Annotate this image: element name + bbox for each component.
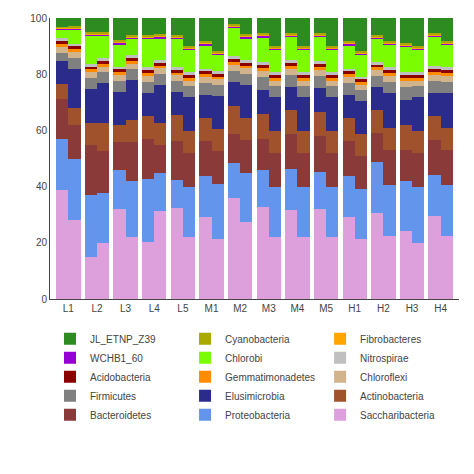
svg-text:H3: H3	[406, 303, 419, 314]
svg-text:Cyanobacteria: Cyanobacteria	[225, 334, 290, 345]
svg-text:0: 0	[41, 294, 47, 305]
svg-text:L3: L3	[120, 303, 132, 314]
svg-text:Actinobacteria: Actinobacteria	[360, 391, 424, 402]
svg-text:60: 60	[36, 125, 48, 136]
svg-text:WCHB1_60: WCHB1_60	[90, 353, 143, 364]
svg-text:H1: H1	[348, 303, 361, 314]
svg-text:M1: M1	[205, 303, 219, 314]
svg-text:H4: H4	[434, 303, 447, 314]
svg-text:Saccharibacteria: Saccharibacteria	[360, 410, 435, 421]
svg-text:L1: L1	[63, 303, 75, 314]
svg-text:80: 80	[36, 69, 48, 80]
svg-text:M4: M4	[291, 303, 305, 314]
svg-text:Fibrobacteres: Fibrobacteres	[360, 334, 421, 345]
svg-text:20: 20	[36, 237, 48, 248]
svg-text:M5: M5	[319, 303, 333, 314]
svg-text:Acidobacteria: Acidobacteria	[90, 372, 151, 383]
svg-text:Gemmatimonadetes: Gemmatimonadetes	[225, 372, 315, 383]
svg-text:Bacteroidetes: Bacteroidetes	[90, 410, 151, 421]
svg-text:L5: L5	[177, 303, 189, 314]
svg-text:M3: M3	[262, 303, 276, 314]
svg-text:M2: M2	[233, 303, 247, 314]
svg-text:L2: L2	[91, 303, 103, 314]
svg-text:JL_ETNP_Z39: JL_ETNP_Z39	[90, 334, 156, 345]
svg-text:Elusimicrobia: Elusimicrobia	[225, 391, 285, 402]
svg-text:Nitrospirae: Nitrospirae	[360, 353, 409, 364]
svg-text:Chlorobi: Chlorobi	[225, 353, 262, 364]
svg-text:L4: L4	[149, 303, 161, 314]
svg-text:Chloroflexi: Chloroflexi	[360, 372, 407, 383]
svg-text:H2: H2	[377, 303, 390, 314]
svg-text:Proteobacteria: Proteobacteria	[225, 410, 290, 421]
svg-text:100: 100	[30, 13, 47, 24]
svg-text:Firmicutes: Firmicutes	[90, 391, 136, 402]
svg-text:40: 40	[36, 181, 48, 192]
